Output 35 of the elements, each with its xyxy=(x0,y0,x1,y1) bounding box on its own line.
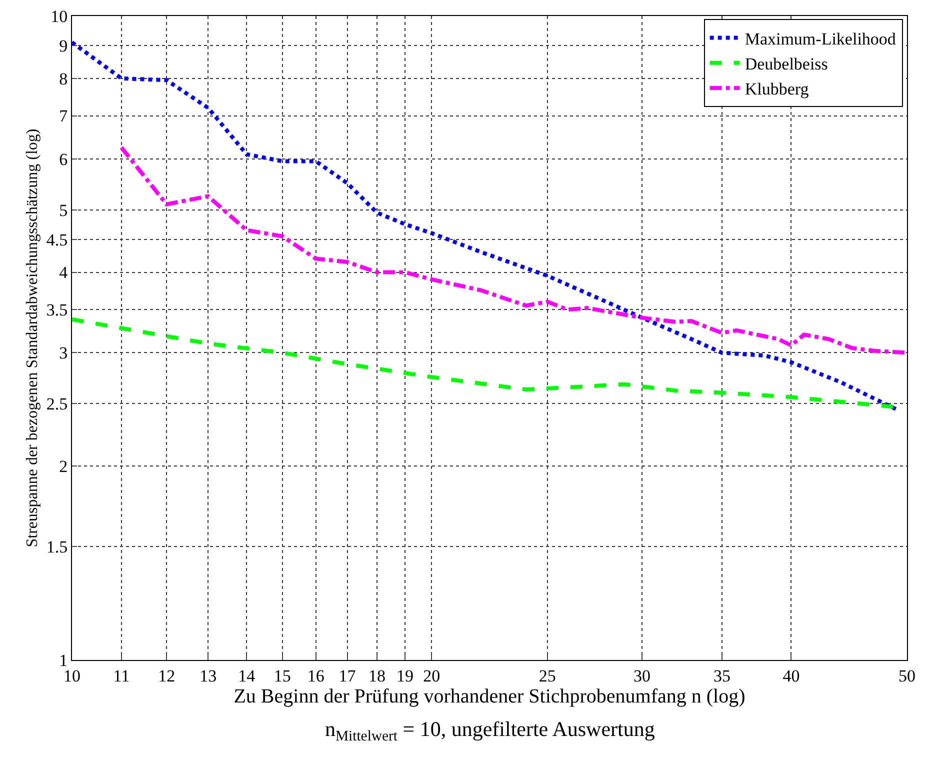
y-tick-label: 6 xyxy=(59,150,68,169)
x-tick-label: 17 xyxy=(338,666,356,686)
x-tick-label: 20 xyxy=(423,666,440,686)
y-tick-label: 1 xyxy=(59,650,68,670)
y-tick-label: 2.5 xyxy=(46,394,68,414)
y-tick-label: 4.5 xyxy=(46,230,68,250)
legend-label: Klubberg xyxy=(744,80,810,99)
y-axis-title: Streuspanne der bezogenen Standardabweichungsschätzung (log) xyxy=(24,128,42,548)
x-tick-label: 40 xyxy=(782,666,800,686)
y-tick-label: 2 xyxy=(59,457,68,476)
y-tick-label: 3.5 xyxy=(46,300,68,320)
text: n$_{Mittelwert}$ = 10, ungefilterte Auswertung xyxy=(325,717,656,744)
x-tick-label: 14 xyxy=(238,666,256,686)
x-tick-label: 15 xyxy=(274,666,291,686)
x-tick-label: 16 xyxy=(307,666,324,686)
x-tick-label: 25 xyxy=(538,666,556,686)
y-tick-label: 5 xyxy=(59,200,68,220)
x-axis-title: Zu Beginn der Prüfung vorhandener Stichprobenumfang n (log) xyxy=(234,685,746,708)
y-tick-label: 10 xyxy=(50,6,68,26)
x-tick-label: 30 xyxy=(633,666,650,686)
y-tick-label: 7 xyxy=(59,106,68,126)
y-tick-label: 9 xyxy=(59,36,68,56)
x-tick-label: 19 xyxy=(396,666,414,686)
x-tick-label: 11 xyxy=(113,666,130,686)
x-tick-label: 12 xyxy=(158,666,176,686)
y-tick-label: 3 xyxy=(59,344,68,363)
x-tick-label: 13 xyxy=(200,666,217,686)
x-tick-label: 18 xyxy=(368,666,386,686)
y-tick-label: 8 xyxy=(59,69,68,88)
y-tick-label: 1.5 xyxy=(46,538,68,557)
legend-label: Deubelbeiss xyxy=(744,54,828,74)
y-tick-label: 4 xyxy=(59,263,68,282)
x-tick-label: 35 xyxy=(713,666,730,686)
x-tick-label: 50 xyxy=(898,666,916,686)
legend-label: Maximum-Likelihood xyxy=(744,29,896,48)
